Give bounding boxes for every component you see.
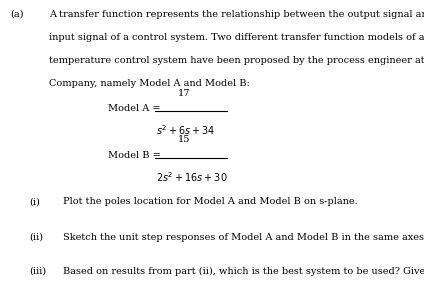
Text: Company, namely Model A and Model B:: Company, namely Model A and Model B: (49, 79, 249, 88)
Text: (i): (i) (29, 197, 40, 206)
Text: Model B =: Model B = (108, 151, 164, 160)
Text: temperature control system have been proposed by the process engineer at XYZ: temperature control system have been pro… (49, 56, 424, 65)
Text: input signal of a control system. Two different transfer function models of a: input signal of a control system. Two di… (49, 33, 424, 42)
Text: $s^2+6s+34$: $s^2+6s+34$ (156, 123, 215, 137)
Text: 17: 17 (178, 89, 191, 98)
Text: A transfer function represents the relationship between the output signal and th: A transfer function represents the relat… (49, 10, 424, 19)
Text: (a): (a) (11, 10, 24, 19)
Text: $2s^2+16s+30$: $2s^2+16s+30$ (156, 170, 228, 184)
Text: (ii): (ii) (29, 233, 43, 242)
Text: 15: 15 (178, 135, 191, 144)
Text: (iii): (iii) (29, 266, 46, 276)
Text: Plot the poles location for Model A and Model B on s-plane.: Plot the poles location for Model A and … (63, 197, 357, 206)
Text: Based on results from part (ii), which is the best system to be used? Give: Based on results from part (ii), which i… (63, 266, 424, 276)
Text: Model A =: Model A = (108, 104, 164, 113)
Text: Sketch the unit step responses of Model A and Model B in the same axes.: Sketch the unit step responses of Model … (63, 233, 424, 242)
